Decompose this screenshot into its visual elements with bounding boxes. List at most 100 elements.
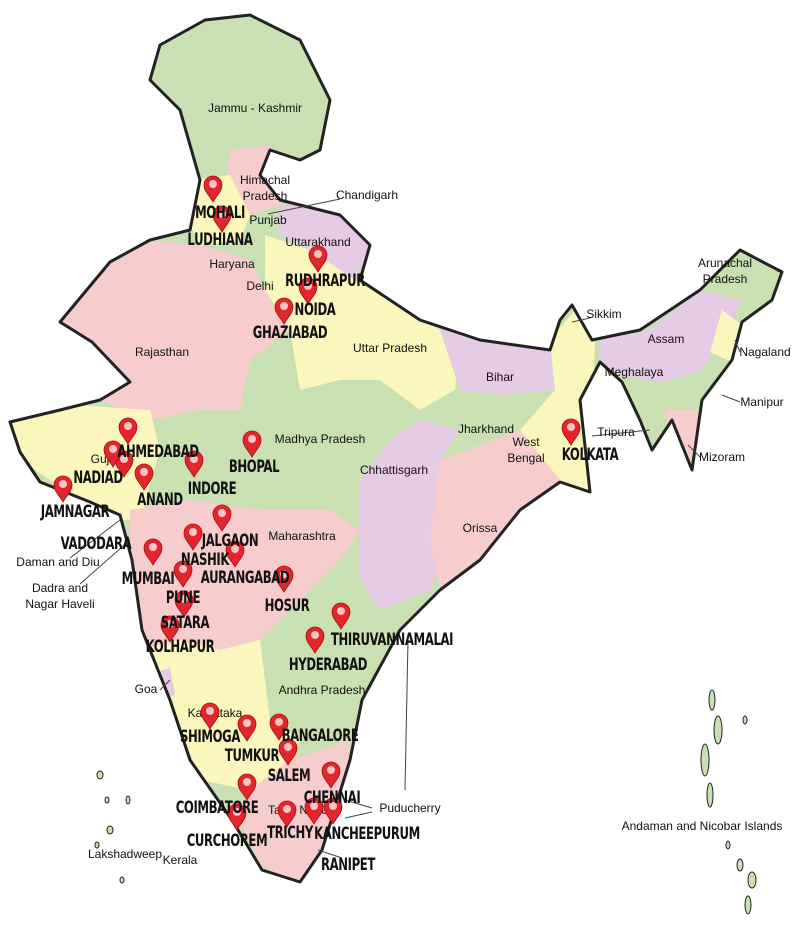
map-pin-icon[interactable] xyxy=(331,602,351,630)
city-label[interactable]: TRICHY xyxy=(267,824,314,842)
leader-line xyxy=(159,679,171,691)
city-label[interactable]: JALGAON xyxy=(201,532,259,550)
city-label[interactable]: NADIAD xyxy=(73,469,123,487)
city-label[interactable]: RUDHRAPUR xyxy=(285,272,365,290)
map-pin-icon[interactable] xyxy=(269,713,289,741)
island xyxy=(94,841,100,849)
state-label: Rajasthan xyxy=(135,345,189,359)
map-pin-icon[interactable] xyxy=(174,590,194,618)
region-assam xyxy=(600,290,742,382)
city-label[interactable]: SHIMOGA xyxy=(180,728,241,746)
leader-line xyxy=(721,394,741,403)
city-label[interactable]: SALEM xyxy=(268,767,311,785)
map-pin-icon[interactable] xyxy=(183,523,203,551)
city-label[interactable]: AURANGABAD xyxy=(201,569,290,587)
leader-line xyxy=(571,317,591,323)
city-label[interactable]: VADODARA xyxy=(61,535,132,553)
map-pin-icon[interactable] xyxy=(305,626,325,654)
city-label[interactable]: INDORE xyxy=(188,480,237,498)
map-pin-icon[interactable] xyxy=(278,738,298,766)
state-label: Assam xyxy=(648,332,685,346)
city-label[interactable]: THIRUVANNAMALAI xyxy=(331,631,454,649)
map-pin-icon[interactable] xyxy=(200,702,220,730)
state-label: Jammu - Kashmir xyxy=(208,101,302,115)
map-pin-icon[interactable] xyxy=(308,245,328,273)
city-label[interactable]: NOIDA xyxy=(295,301,337,319)
city-label[interactable]: CURCHOREM xyxy=(187,832,268,850)
island xyxy=(119,876,125,884)
leader-line xyxy=(591,429,651,437)
city-label[interactable]: RANIPET xyxy=(321,856,376,874)
state-label: Goa xyxy=(135,682,158,696)
map-pin-icon[interactable] xyxy=(134,463,154,491)
island xyxy=(725,840,731,850)
city-label[interactable]: NASHIK xyxy=(181,551,231,569)
state-label: Chhattisgarh xyxy=(360,463,428,477)
state-label: Puducherry xyxy=(379,801,440,815)
map-pin-icon[interactable] xyxy=(321,761,341,789)
city-markers xyxy=(53,175,581,831)
state-label: Haryana xyxy=(209,257,255,271)
leader-line xyxy=(404,639,409,791)
city-label[interactable]: HYDERABAD xyxy=(289,656,368,674)
city-label[interactable]: MOHALI xyxy=(195,204,245,222)
map-pin-icon[interactable] xyxy=(103,440,123,468)
map-pin-icon[interactable] xyxy=(53,475,73,503)
state-label: Madhya Pradesh xyxy=(275,432,366,446)
city-label[interactable]: TUMKUR xyxy=(225,747,280,765)
island xyxy=(96,770,104,780)
leader-lines xyxy=(69,198,741,859)
map-pin-icon[interactable] xyxy=(298,277,318,305)
map-pin-icon[interactable] xyxy=(277,800,297,828)
map-pin-icon[interactable] xyxy=(173,560,193,588)
map-pin-icon[interactable] xyxy=(160,615,180,643)
state-label: Orissa xyxy=(463,521,498,535)
state-label: Punjab xyxy=(249,213,287,227)
map-pin-icon[interactable] xyxy=(561,418,581,446)
city-label[interactable]: SATARA xyxy=(161,614,210,632)
island xyxy=(713,715,723,745)
map-pin-icon[interactable] xyxy=(227,803,247,831)
state-label: Maharashtra xyxy=(268,529,336,543)
map-pin-icon[interactable] xyxy=(184,450,204,478)
city-label[interactable]: BHOPAL xyxy=(229,458,280,476)
city-label[interactable]: MUMBAI xyxy=(122,570,175,588)
city-label[interactable]: PUNE xyxy=(166,589,201,607)
state-label: Sikkim xyxy=(586,307,621,321)
map-pin-icon[interactable] xyxy=(237,714,257,742)
state-label: Lakshadweep xyxy=(88,847,162,861)
map-pin-icon[interactable] xyxy=(237,773,257,801)
map-pin-icon[interactable] xyxy=(274,297,294,325)
leader-line xyxy=(79,539,131,585)
island xyxy=(744,895,752,915)
city-label[interactable]: CHENNAI xyxy=(304,789,361,807)
state-label: Nagaland xyxy=(739,345,790,359)
city-label[interactable]: KANCHEEPURUM xyxy=(314,825,420,843)
state-label: Chandigarh xyxy=(336,188,398,202)
city-label[interactable]: KOLKATA xyxy=(562,446,619,464)
map-pin-icon[interactable] xyxy=(274,565,294,593)
island xyxy=(706,782,714,808)
map-pin-icon[interactable] xyxy=(212,205,232,233)
city-label[interactable]: BANGALORE xyxy=(282,727,359,745)
city-label[interactable]: ANAND xyxy=(137,491,183,509)
map-pin-icon[interactable] xyxy=(203,175,223,203)
map-pin-icon[interactable] xyxy=(225,540,245,568)
city-label[interactable]: LUDHIANA xyxy=(187,231,253,249)
map-pin-icon[interactable] xyxy=(118,417,138,445)
leader-line xyxy=(687,444,701,458)
city-label[interactable]: HOSUR xyxy=(265,597,310,615)
state-label: Bengal xyxy=(507,451,544,465)
city-label[interactable]: GHAZIABAD xyxy=(253,324,328,342)
map-pin-icon[interactable] xyxy=(242,430,262,458)
map-pin-icon[interactable] xyxy=(212,504,232,532)
city-label[interactable]: JAMNAGAR xyxy=(40,503,110,521)
city-label[interactable]: AHMEDABAD xyxy=(117,443,199,461)
city-label[interactable]: KOLHAPUR xyxy=(146,638,215,656)
map-pin-icon[interactable] xyxy=(143,538,163,566)
city-label[interactable]: COIMBATORE xyxy=(176,799,259,817)
state-label: Mizoram xyxy=(699,450,745,464)
map-pin-icon[interactable] xyxy=(304,797,324,825)
map-pin-icon[interactable] xyxy=(323,797,343,825)
